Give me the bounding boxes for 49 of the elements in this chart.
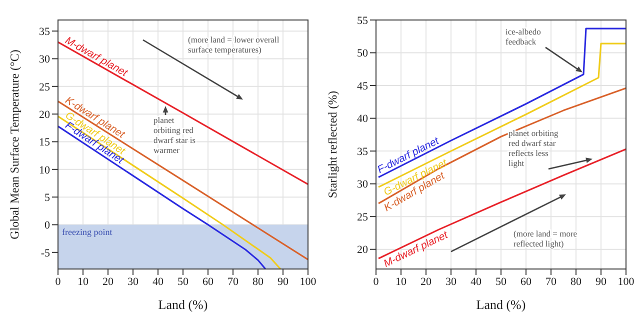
y-tick-label: 0 [44, 220, 50, 232]
x-tick-label: 40 [470, 276, 482, 288]
x-tick-label: 30 [128, 276, 139, 288]
y-tick-label: 10 [39, 164, 50, 176]
y-tick-label: 35 [357, 146, 368, 158]
x-tick-label: 80 [252, 276, 264, 288]
annotation: ice-albedo feedback [506, 26, 541, 46]
y-tick-label: 25 [357, 211, 368, 224]
x-tick-label: 100 [300, 276, 317, 288]
x-axis-title: Land (%) [476, 297, 526, 312]
x-tick-label: 20 [420, 276, 432, 288]
x-tick-label: 100 [618, 276, 635, 288]
band-label: freezing point [62, 227, 113, 238]
y-tick-label: 30 [39, 54, 50, 66]
y-axis-title: Global Mean Surface Temperature (°C) [7, 50, 22, 240]
x-tick-label: 90 [596, 276, 607, 288]
x-axis-title: Land (%) [158, 297, 208, 312]
x-tick-label: 70 [228, 276, 239, 288]
y-tick-label: 20 [357, 244, 368, 256]
y-tick-label: 50 [357, 48, 368, 60]
y-tick-label: -5 [40, 247, 50, 260]
x-tick-label: 90 [278, 276, 289, 288]
annotation: planet orbiting red dwarf star is warmer [154, 115, 196, 155]
x-tick-label: 80 [570, 276, 582, 288]
x-tick-label: 10 [78, 276, 89, 288]
y-axis-title: Starlight reflected (%) [325, 90, 340, 198]
y-tick-label: 25 [39, 81, 50, 94]
y-tick-label: 35 [39, 26, 50, 38]
x-tick-label: 70 [546, 276, 557, 288]
x-tick-label: 40 [152, 276, 164, 288]
x-tick-label: 20 [102, 276, 114, 288]
y-tick-label: 5 [44, 192, 50, 204]
x-tick-label: 60 [520, 276, 532, 288]
x-tick-label: 0 [373, 276, 380, 288]
y-tick-label: 55 [357, 14, 368, 27]
x-tick-label: 30 [446, 276, 457, 288]
x-tick-label: 0 [55, 276, 62, 288]
x-tick-label: 60 [202, 276, 214, 288]
y-tick-label: 15 [39, 136, 50, 149]
annotation: (more land = lower overall surface temperatures) [188, 34, 280, 54]
y-tick-label: 20 [39, 108, 50, 121]
y-tick-label: 30 [357, 178, 368, 191]
annotation: planet orbiting red dwarf star reflects less light [508, 128, 560, 168]
y-tick-label: 45 [357, 80, 368, 92]
x-tick-label: 50 [496, 276, 507, 288]
y-tick-label: 40 [357, 113, 368, 126]
annotation: (more land = more reflected light) [514, 228, 578, 249]
x-tick-label: 10 [396, 276, 407, 288]
x-tick-label: 50 [178, 276, 189, 288]
